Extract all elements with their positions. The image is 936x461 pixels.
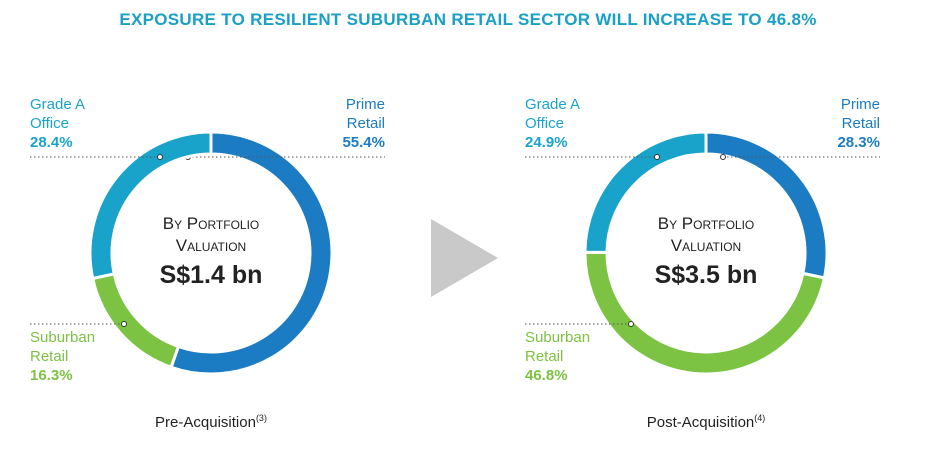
donut-segment (88, 130, 213, 281)
category-label: Grade A Office (30, 96, 85, 132)
value-label: 16.3% (30, 367, 73, 384)
center-label: By Portfolio Valuation (162, 214, 260, 255)
category-label: Suburban Retail (30, 329, 96, 365)
arrow (431, 219, 498, 297)
category-label: Suburban Retail (525, 329, 591, 365)
center-value: S$3.5 bn (654, 261, 758, 289)
value-label: 28.3% (837, 134, 880, 151)
value-label: 24.9% (525, 134, 568, 151)
caption-text: Pre-Acquisition (155, 414, 256, 431)
value-label: 28.4% (30, 134, 73, 151)
footnote: (4) (754, 413, 766, 423)
donut-segment (583, 130, 708, 254)
leader-dot (628, 321, 634, 327)
caption: Pre-Acquisition(3) (91, 413, 331, 431)
center-value: S$1.4 bn (159, 261, 263, 289)
value-label: 46.8% (525, 367, 568, 384)
center-label: By Portfolio Valuation (657, 214, 755, 255)
caption: Post-Acquisition(4) (586, 413, 826, 431)
title: EXPOSURE TO RESILIENT SUBURBAN RETAIL SE… (119, 10, 817, 29)
category-label: Prime Retail (345, 96, 385, 132)
category-label: Grade A Office (525, 96, 580, 132)
caption-text: Post-Acquisition (646, 414, 755, 431)
category-label: Prime Retail (840, 96, 880, 132)
leader-dot (121, 321, 127, 327)
leader-dot (157, 154, 163, 160)
leader-dot (720, 154, 726, 160)
footnote: (3) (255, 413, 267, 423)
value-label: 55.4% (342, 134, 385, 151)
leader-dot (654, 154, 660, 160)
